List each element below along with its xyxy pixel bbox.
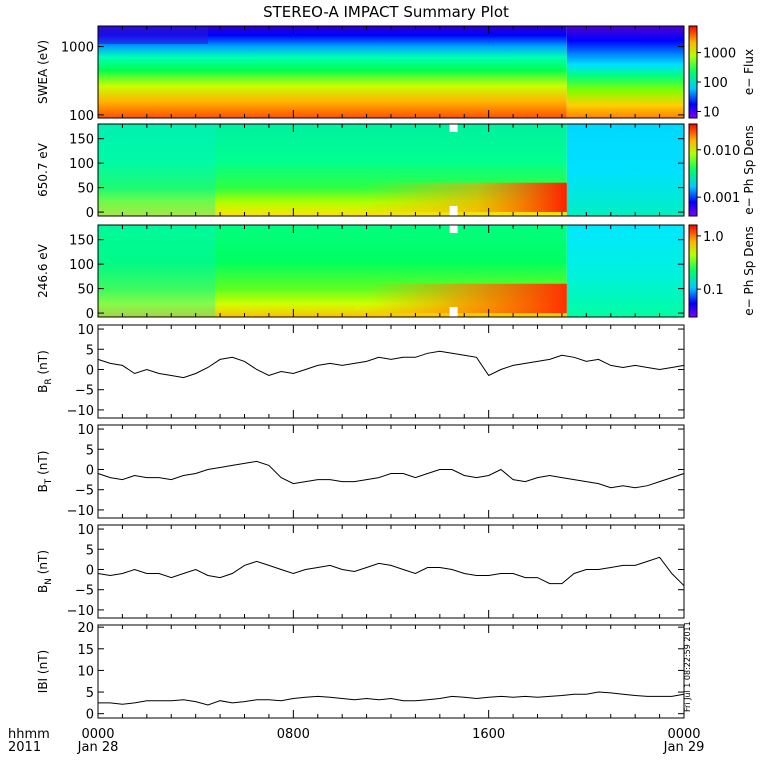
y-tick-label: −10 xyxy=(67,504,94,519)
x-tick-date-label: Jan 29 xyxy=(663,740,705,755)
y-tick-label: 10 xyxy=(77,664,94,679)
y-tick-label: 0 xyxy=(86,708,94,723)
y-axis-label: BN (nT) xyxy=(36,550,54,593)
colorbar xyxy=(688,123,698,217)
y-tick-label: −5 xyxy=(75,384,94,399)
spectrogram-feature xyxy=(366,283,567,314)
panel-frame xyxy=(97,624,685,719)
colorbar-label: e− Ph Sp Dens xyxy=(742,125,756,214)
y-tick-label: 0 xyxy=(86,563,94,578)
y-tick-label: 5 xyxy=(86,343,94,358)
y-tick-label: 5 xyxy=(86,443,94,458)
colorbar-label: e− Flux xyxy=(742,49,756,95)
plot-timestamp: Fri Jul 1 08:22:59 2011 xyxy=(683,621,692,712)
y-tick-label: −5 xyxy=(75,484,94,499)
colorbar-tick-label: 100 xyxy=(703,76,728,91)
y-tick-label: −10 xyxy=(67,404,94,419)
y-tick-label: 0 xyxy=(86,363,94,378)
colorbar-tick-label: 0.1 xyxy=(703,283,724,298)
y-tick-label: 100 xyxy=(69,157,94,172)
y-tick-label: 10 xyxy=(77,423,94,438)
field-trace xyxy=(98,691,685,706)
y-axis-label: 246.6 eV xyxy=(36,243,50,298)
y-tick-label: 15 xyxy=(77,643,94,658)
corner-label-year: 2011 xyxy=(8,740,41,755)
field-trace xyxy=(97,556,685,587)
panel-3: 1.0 0.1 e− Ph Sp Dens 246.6 eV 150 100 50 0 xyxy=(36,224,756,322)
y-axis-label: BR (nT) xyxy=(36,350,54,393)
y-tick-label: −5 xyxy=(75,584,94,599)
y-tick-label: 20 xyxy=(77,621,94,636)
y-tick-label: 1000 xyxy=(61,41,94,56)
panel-6: BN (nT) 10 5 0 −5 −10 xyxy=(36,523,685,619)
data-gap xyxy=(449,307,458,317)
y-tick-label: 5 xyxy=(86,686,94,701)
y-tick-label: 10 xyxy=(77,523,94,538)
data-gap xyxy=(449,206,458,216)
x-tick-date-label: Jan 28 xyxy=(77,740,119,755)
y-axis-label: SWEA (eV) xyxy=(36,40,50,104)
x-tick-label: 0800 xyxy=(277,727,310,742)
y-axis-label: BT (nT) xyxy=(36,451,54,493)
spectrogram-feature xyxy=(366,182,567,213)
colorbar-tick-label: 0.010 xyxy=(703,144,740,159)
y-tick-label: 0 xyxy=(86,307,94,322)
panel-frame xyxy=(97,324,685,419)
colorbar-tick-label: 0.001 xyxy=(703,191,740,206)
colorbar-tick-label: 10 xyxy=(703,105,720,120)
y-axis-label: 650.7 eV xyxy=(36,142,50,197)
y-tick-label: 100 xyxy=(69,258,94,273)
spectrogram-feature xyxy=(98,26,208,44)
y-tick-label: 50 xyxy=(77,182,94,197)
y-tick-label: 0 xyxy=(86,206,94,221)
colorbar-tick-label: 1000 xyxy=(703,47,736,62)
spectrogram-late xyxy=(566,225,684,317)
magnetic-field-traces xyxy=(97,350,685,706)
field-trace xyxy=(97,350,685,379)
spectrogram-feature xyxy=(98,225,216,317)
colorbar-label: e− Ph Sp Dens xyxy=(742,226,756,315)
data-gap xyxy=(449,124,458,132)
corner-label-hhmm: hhmm xyxy=(8,727,50,742)
panel-2: 0.010 0.001 e− Ph Sp Dens 650.7 eV 150 100 50 0 xyxy=(36,123,756,221)
spectrogram-late xyxy=(566,124,684,216)
panel-frame xyxy=(97,424,685,519)
plot-title: STEREO-A IMPACT Summary Plot xyxy=(263,3,509,21)
panel-5: BT (nT) 10 5 0 −5 −10 xyxy=(36,423,685,519)
y-tick-label: 150 xyxy=(69,234,94,249)
x-tick-label: 0000 xyxy=(81,727,114,742)
spectrogram-images xyxy=(98,26,684,317)
x-tick-label: 1600 xyxy=(472,727,505,742)
y-tick-label: 100 xyxy=(69,109,94,124)
y-tick-label: 150 xyxy=(69,133,94,148)
y-tick-label: −10 xyxy=(67,604,94,619)
data-gap xyxy=(449,225,458,233)
panel-frame xyxy=(97,524,685,619)
y-tick-label: 10 xyxy=(77,323,94,338)
y-tick-label: 5 xyxy=(86,543,94,558)
colorbar xyxy=(688,25,698,119)
x-tick-label: 0000 xyxy=(667,727,700,742)
panel-7: IBI (nT) 20 15 10 5 0 xyxy=(36,621,685,723)
panel-1: 1000 100 10 e− Flux SWEA (eV) 1000 100 xyxy=(36,25,756,124)
y-tick-label: 0 xyxy=(86,463,94,478)
colorbar xyxy=(688,224,698,318)
spectrogram-late xyxy=(566,26,684,118)
colorbar-tick-label: 1.0 xyxy=(703,230,724,245)
y-tick-label: 50 xyxy=(77,283,94,298)
spectrogram-feature xyxy=(98,124,216,216)
field-trace xyxy=(97,460,685,489)
y-axis-label: IBI (nT) xyxy=(36,650,50,693)
panel-4: BR (nT) 10 5 0 −5 −10 xyxy=(36,323,685,419)
